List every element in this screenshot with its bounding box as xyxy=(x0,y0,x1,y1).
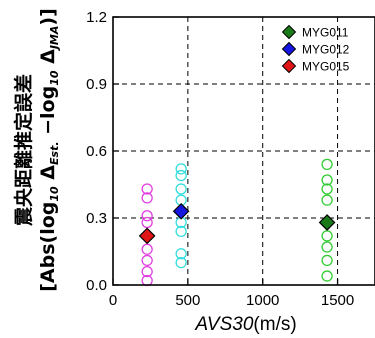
mean-diamond-marker xyxy=(318,214,336,231)
x-axis-title: AVS30(m/s) xyxy=(194,314,296,335)
data-point-circle xyxy=(175,183,187,195)
grid-lines xyxy=(113,17,375,285)
data-point-circle xyxy=(321,270,333,282)
y-axis-title-line2: [Abs(log10 ΔEst. −log10 ΔJMA)] xyxy=(37,8,61,292)
legend-label: MYG015 xyxy=(302,60,350,74)
data-marks xyxy=(138,158,336,287)
series-myg015 xyxy=(138,183,156,287)
data-point-circle xyxy=(141,210,153,222)
series-myg011 xyxy=(318,158,336,282)
data-point-circle xyxy=(141,254,153,267)
x-tick-label: 500 xyxy=(175,292,200,309)
data-point-circle xyxy=(141,243,153,255)
y-axis-title-line1: 震央距離推定誤差 xyxy=(12,74,35,226)
data-point-circle xyxy=(141,192,153,204)
legend-marker xyxy=(281,41,297,57)
x-tick-label: 0 xyxy=(109,292,117,309)
data-point-circle xyxy=(141,265,153,278)
axis-ticks: 0 500 1000 1500 0.0 0.3 0.6 0.9 1.2 xyxy=(86,9,354,309)
data-point-circle xyxy=(321,194,333,206)
legend: MYG011 MYG012 MYG015 xyxy=(281,24,350,74)
data-point-circle xyxy=(321,241,333,253)
y-tick-label: 1.2 xyxy=(86,9,107,26)
data-point-circle xyxy=(321,158,333,171)
y-tick-label: 0.3 xyxy=(86,210,107,227)
data-point-circle xyxy=(175,163,187,175)
data-point-circle xyxy=(175,225,187,238)
legend-label: MYG011 xyxy=(302,26,349,40)
data-point-circle xyxy=(141,216,153,229)
x-tick-label: 1500 xyxy=(321,292,354,309)
data-point-circle xyxy=(321,230,333,242)
data-point-circle xyxy=(321,254,333,267)
mean-diamond-marker xyxy=(138,227,156,245)
data-point-circle xyxy=(141,183,153,195)
legend-marker xyxy=(281,24,297,40)
data-point-circle xyxy=(175,169,187,182)
y-axis-title: 震央距離推定誤差 [Abs(log10 ΔEst. −log10 ΔJMA)] xyxy=(12,8,61,292)
legend-label: MYG012 xyxy=(302,43,350,57)
y-tick-label: 0.0 xyxy=(86,277,107,294)
data-point-circle xyxy=(175,257,187,269)
data-point-circle xyxy=(321,183,333,195)
x-tick-label: 1000 xyxy=(246,292,279,309)
legend-marker xyxy=(281,58,297,74)
y-tick-label: 0.6 xyxy=(86,143,107,160)
series-myg012 xyxy=(172,163,190,269)
data-point-circle xyxy=(175,248,187,260)
data-point-circle xyxy=(321,174,333,186)
y-tick-label: 0.9 xyxy=(86,76,107,93)
mean-diamond-marker xyxy=(172,202,190,220)
